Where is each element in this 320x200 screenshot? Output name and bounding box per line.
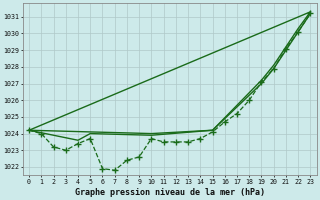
X-axis label: Graphe pression niveau de la mer (hPa): Graphe pression niveau de la mer (hPa) (75, 188, 265, 197)
